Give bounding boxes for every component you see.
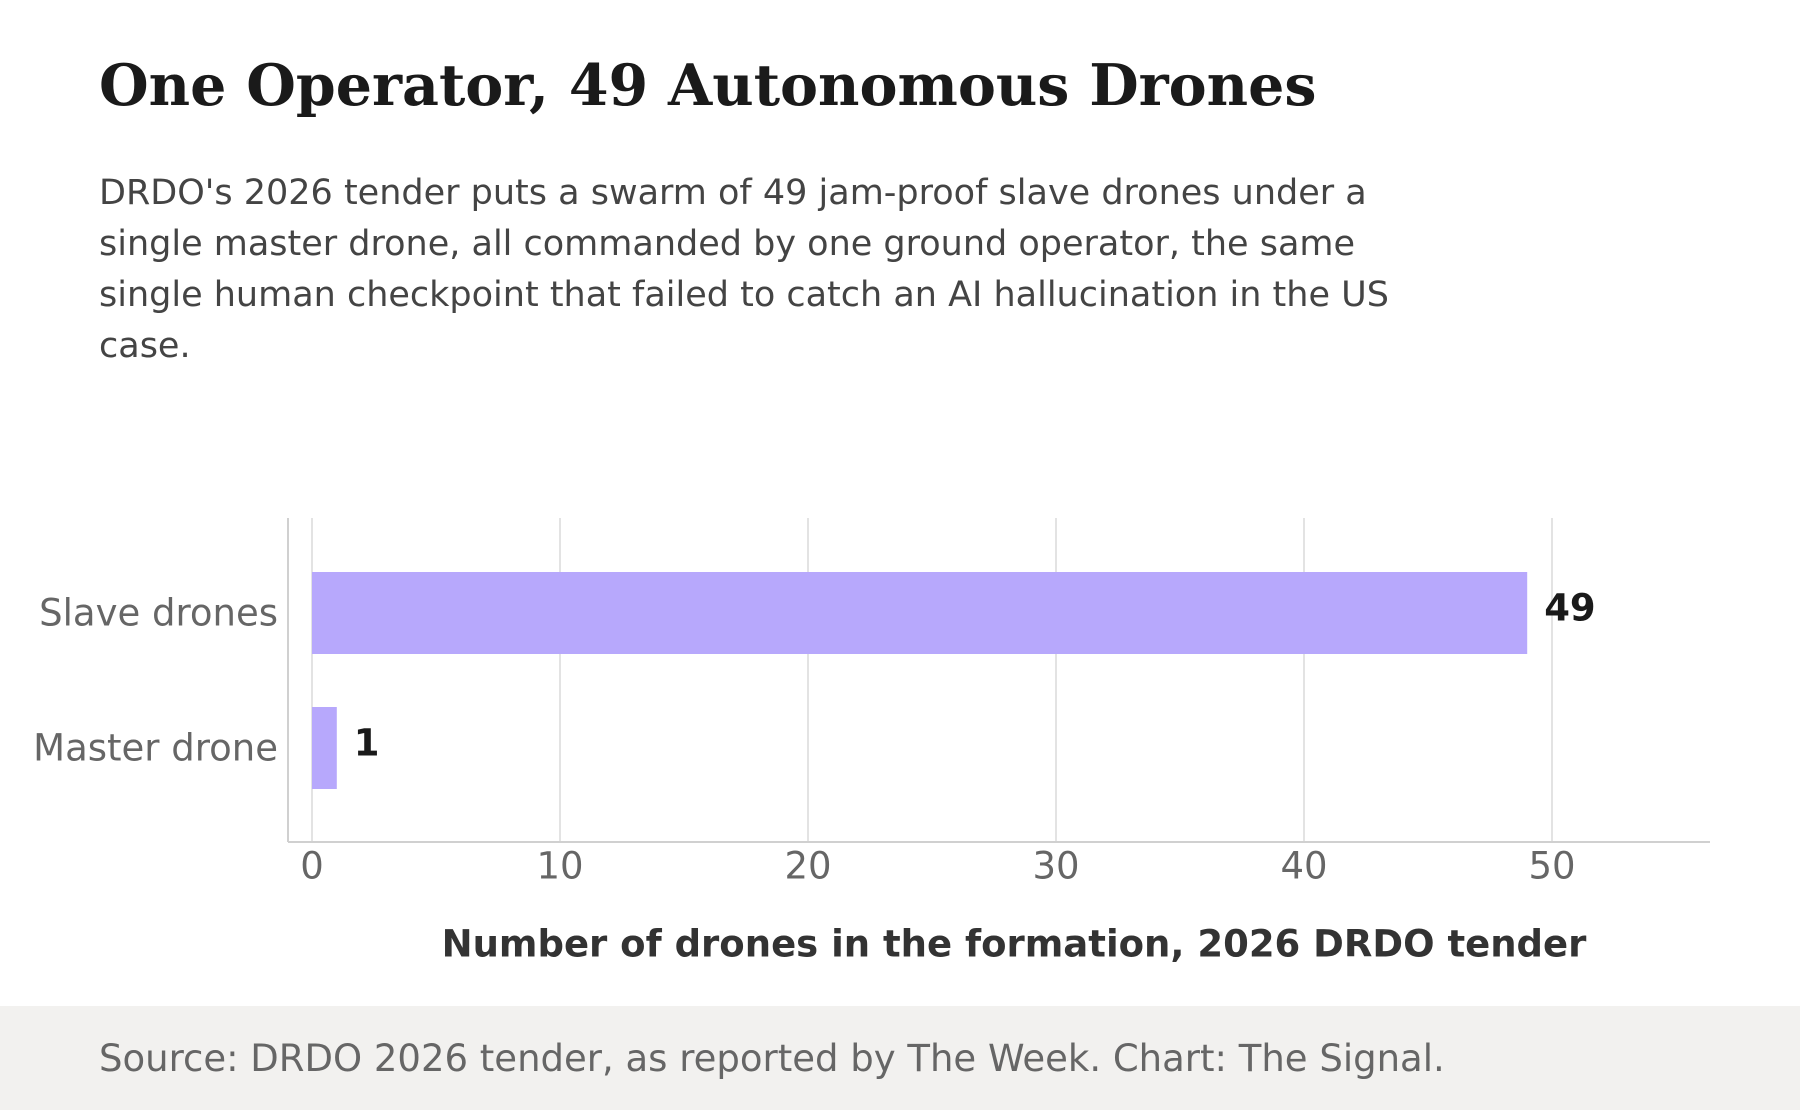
x-axis-title: Number of drones in the formation, 2026 …: [442, 923, 1588, 966]
footer: Source: DRDO 2026 tender, as reported by…: [0, 1006, 1800, 1110]
bar: [312, 707, 337, 789]
x-tick-label: 40: [1280, 845, 1327, 888]
chart-subtitle: DRDO's 2026 tender puts a swarm of 49 ja…: [99, 173, 1389, 366]
x-tick-label: 20: [784, 845, 831, 888]
x-tick-label: 30: [1032, 845, 1079, 888]
category-label: Slave drones: [39, 592, 278, 635]
category-label: Master drone: [33, 727, 278, 770]
source-note: Source: DRDO 2026 tender, as reported by…: [99, 1037, 1445, 1080]
bar: [312, 572, 1528, 654]
x-tick-label: 50: [1528, 845, 1575, 888]
chart-title: One Operator, 49 Autonomous Drones: [99, 52, 1317, 119]
value-label: 49: [1544, 587, 1596, 630]
x-tick-label: 0: [300, 845, 324, 888]
value-label: 1: [354, 722, 380, 765]
x-tick-label: 10: [536, 845, 583, 888]
